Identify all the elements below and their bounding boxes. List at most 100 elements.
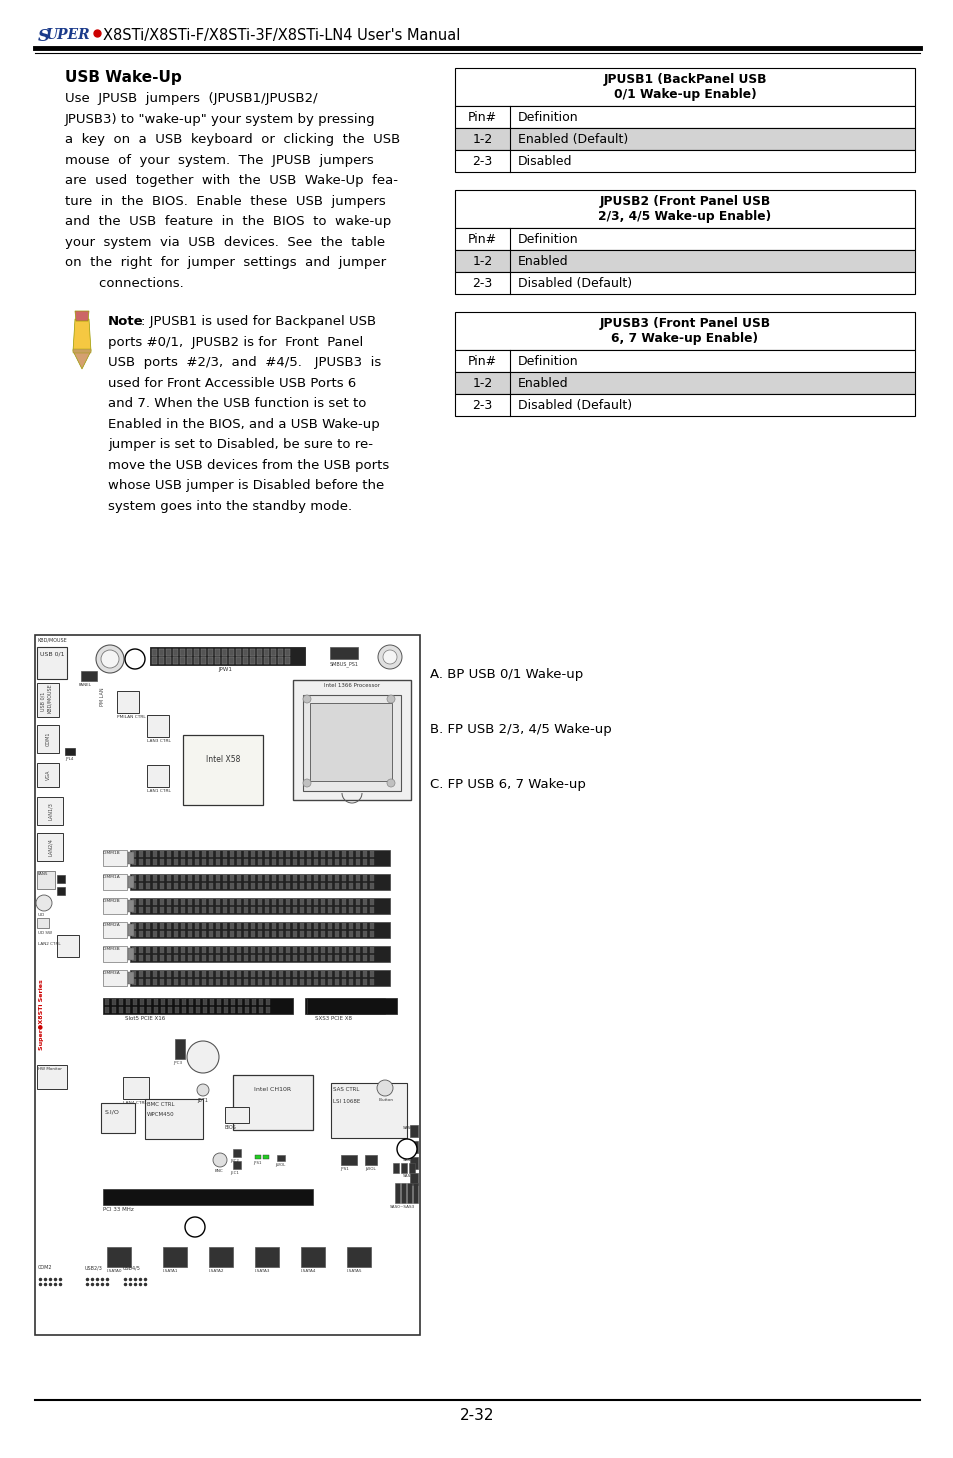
Bar (301, 1247, 325, 1267)
Circle shape (377, 644, 401, 669)
Bar (139, 971, 143, 977)
Bar (139, 859, 143, 865)
Bar (215, 884, 220, 889)
Bar (236, 884, 241, 889)
Bar (209, 907, 213, 913)
Bar (349, 900, 353, 905)
Bar (182, 999, 186, 1005)
Text: Disabled (Default): Disabled (Default) (517, 398, 632, 411)
Bar (256, 658, 262, 663)
Bar (180, 649, 185, 656)
Bar (223, 978, 227, 986)
Bar (257, 978, 262, 986)
Bar (370, 932, 374, 937)
Text: BNC: BNC (214, 1169, 224, 1174)
Bar (209, 875, 213, 881)
Bar (202, 875, 206, 881)
Bar (363, 948, 367, 954)
Text: A. BP USB 0/1 Wake-up: A. BP USB 0/1 Wake-up (430, 668, 582, 681)
Bar (278, 851, 283, 857)
Bar (251, 978, 254, 986)
Bar (173, 875, 178, 881)
Bar (265, 859, 269, 865)
Bar (230, 923, 233, 929)
Bar (173, 955, 178, 961)
Bar (257, 900, 262, 905)
Bar (223, 932, 227, 937)
Bar (293, 971, 296, 977)
Bar (328, 978, 332, 986)
Bar (230, 971, 233, 977)
Text: Definition: Definition (517, 232, 578, 245)
Bar (215, 923, 220, 929)
Bar (146, 923, 150, 929)
Bar (231, 1007, 234, 1013)
Bar (363, 971, 367, 977)
Bar (264, 658, 269, 663)
Bar (278, 875, 283, 881)
Polygon shape (73, 319, 91, 351)
Bar (210, 1007, 213, 1013)
Bar (208, 649, 213, 656)
Text: DIMM2B: DIMM2B (103, 900, 121, 903)
Bar (328, 932, 332, 937)
Bar (203, 999, 207, 1005)
Bar (147, 765, 169, 787)
Text: JPW1: JPW1 (218, 666, 232, 672)
Bar (455, 106, 914, 128)
Bar (272, 948, 275, 954)
Bar (355, 955, 359, 961)
Bar (258, 1007, 263, 1013)
Bar (187, 649, 192, 656)
Bar (278, 932, 283, 937)
Bar (257, 859, 262, 865)
Bar (126, 999, 130, 1005)
Text: SXS3 PCIE X8: SXS3 PCIE X8 (314, 1016, 352, 1021)
Bar (202, 955, 206, 961)
Bar (193, 658, 199, 663)
Text: S.I/O: S.I/O (105, 1110, 120, 1114)
Bar (320, 851, 325, 857)
Bar (37, 1064, 67, 1089)
Bar (147, 714, 169, 736)
Bar (181, 932, 185, 937)
Text: VGA: VGA (46, 770, 51, 780)
Bar (139, 907, 143, 913)
Bar (173, 971, 178, 977)
Text: C. FP USB 6, 7 Wake-up: C. FP USB 6, 7 Wake-up (430, 779, 585, 792)
Text: ports #0/1,  JPUSB2 is for  Front  Panel: ports #0/1, JPUSB2 is for Front Panel (108, 335, 363, 348)
Bar (328, 971, 332, 977)
Bar (286, 884, 290, 889)
Text: JPL4: JPL4 (65, 757, 73, 761)
Bar (215, 932, 220, 937)
Bar (132, 884, 136, 889)
Bar (257, 971, 262, 977)
Bar (349, 932, 353, 937)
Text: are  used  together  with  the  USB  Wake-Up  fea-: are used together with the USB Wake-Up f… (65, 174, 397, 187)
Bar (355, 948, 359, 954)
Bar (355, 851, 359, 857)
Bar (223, 948, 227, 954)
Bar (194, 851, 199, 857)
Bar (139, 900, 143, 905)
Bar (272, 955, 275, 961)
Text: JPUSB3 (Front Panel USB
6, 7 Wake-up Enable): JPUSB3 (Front Panel USB 6, 7 Wake-up Ena… (598, 316, 770, 346)
Bar (128, 900, 133, 913)
Bar (278, 955, 283, 961)
Text: whose USB jumper is Disabled before the: whose USB jumper is Disabled before the (108, 480, 384, 491)
Bar (233, 1149, 241, 1158)
Bar (363, 875, 367, 881)
Bar (266, 1007, 270, 1013)
Bar (117, 691, 139, 713)
Bar (181, 884, 185, 889)
Bar (256, 649, 262, 656)
Bar (320, 923, 325, 929)
Bar (35, 636, 419, 1336)
Bar (236, 955, 241, 961)
Bar (328, 884, 332, 889)
Bar (223, 971, 227, 977)
Bar (230, 851, 233, 857)
Bar (215, 907, 220, 913)
Text: Pin#: Pin# (468, 232, 497, 245)
Text: KBD/MOUSE: KBD/MOUSE (47, 684, 51, 713)
